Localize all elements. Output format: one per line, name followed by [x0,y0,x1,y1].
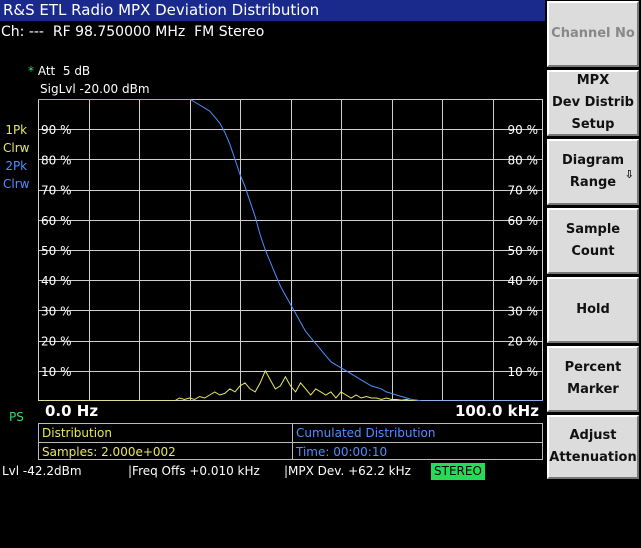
y-tick-label-left: 80 % [41,153,72,167]
info-table: Distribution Samples: 2.000e+002 Cumulat… [38,423,543,460]
softkey-diagram-range[interactable]: Diagram Range ⇩ [547,139,639,205]
attenuation-readout: * Att 5 dB [28,64,90,78]
trace1-label[interactable]: 1Pk Clrw [3,121,29,157]
y-tick-label-right: 60 % [508,214,539,228]
y-tick-label-right: 70 % [508,184,539,198]
trace-1-line [38,369,543,401]
trace2-mode: Clrw [3,177,30,191]
y-tick-label-left: 90 % [41,123,72,137]
ps-indicator: PS [9,410,24,424]
y-tick-label-left: 20 % [41,335,72,349]
y-tick-label-right: 20 % [508,335,539,349]
cumulated-distribution-label: Cumulated Distribution [296,426,436,440]
info-divider-horizontal [39,442,542,443]
y-tick-label-left: 50 % [41,244,72,258]
softkey-hold[interactable]: Hold [547,277,639,343]
y-tick-label-left: 70 % [41,184,72,198]
trace1-detector: 1Pk [5,123,28,137]
softkey-panel: Channel No MPX Dev Distrib Setup Diagram… [547,0,641,480]
freq-offset-status: |Freq Offs +0.010 kHz [128,464,260,478]
trace-2-line [38,99,543,401]
softkey-percent-marker[interactable]: Percent Marker [547,346,639,412]
y-tick-label-right: 40 % [508,274,539,288]
softkey-diagram-range-label: Diagram Range [561,153,625,190]
trace2-detector: 2Pk [5,159,28,173]
submenu-arrow-icon: ⇩ [624,168,634,181]
y-tick-label-left: 10 % [41,365,72,379]
time-readout: Time: 00:00:10 [296,445,388,459]
x-axis-start: 0.0 Hz [45,402,99,420]
trace1-mode: Clrw [3,141,30,155]
mpx-deviation-status: |MPX Dev. +62.2 kHz [284,464,411,478]
samples-readout: Samples: 2.000e+002 [42,445,176,459]
window-title: R&S ETL Radio MPX Deviation Distribution [0,0,545,21]
level-status: Lvl -42.2dBm [2,464,82,478]
x-axis-stop: 100.0 kHz [455,402,539,420]
y-tick-label-left: 60 % [41,214,72,228]
softkey-sample-count[interactable]: Sample Count [547,208,639,274]
y-tick-label-right: 30 % [508,304,539,318]
att-star-marker: * [28,64,34,78]
distribution-label: Distribution [42,426,113,440]
info-divider-vertical [292,424,293,459]
att-value: Att 5 dB [37,64,91,78]
y-tick-label-right: 90 % [508,123,539,137]
softkey-mpx-dev-distrib-setup[interactable]: MPX Dev Distrib Setup [547,70,639,136]
y-tick-label-right: 10 % [508,365,539,379]
softkey-adjust-attenuation[interactable]: Adjust Attenuation [547,415,639,479]
channel-info: Ch: --- RF 98.750000 MHz FM Stereo [1,24,265,40]
y-tick-label-left: 40 % [41,274,72,288]
y-tick-label-left: 30 % [41,304,72,318]
trace2-label[interactable]: 2Pk Clrw [3,157,29,193]
softkey-channel-no[interactable]: Channel No [547,1,639,67]
y-tick-label-right: 50 % [508,244,539,258]
signal-level-readout: SigLvl -20.00 dBm [40,82,150,96]
deviation-distribution-chart[interactable]: 10 % 10 % 20 % 20 % 30 % 30 % 40 % 40 % 50 % 50 %… [38,99,543,401]
status-bar: Lvl -42.2dBm |Freq Offs +0.010 kHz |MPX … [0,463,545,480]
stereo-indicator: STEREO [431,463,485,480]
y-tick-label-right: 80 % [508,153,539,167]
